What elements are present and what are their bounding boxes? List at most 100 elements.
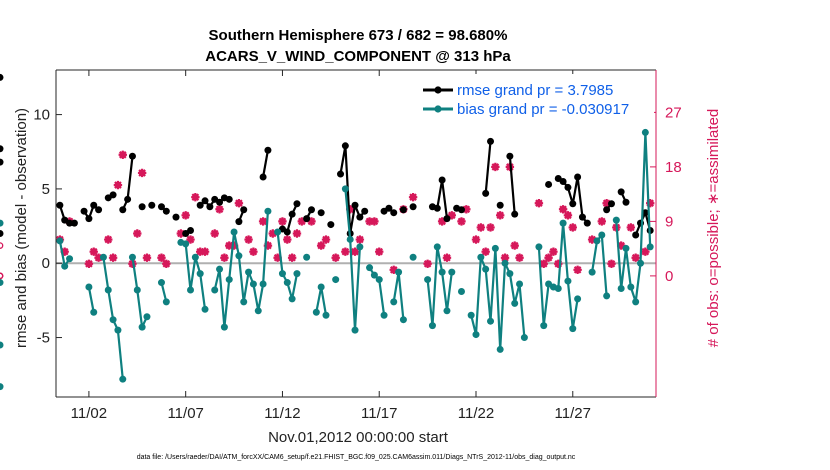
- obs-possible-marker: [0, 242, 4, 249]
- rmse-point: [240, 206, 248, 214]
- bias-line-segment: [615, 131, 652, 303]
- bias-point: [540, 322, 548, 330]
- obs-assimilated-marker: [554, 259, 563, 268]
- bias-point: [196, 270, 204, 278]
- obs-assimilated-marker: [447, 211, 457, 220]
- obs-assimilated-marker: [215, 205, 224, 214]
- rmse-point: [235, 218, 243, 226]
- rmse-point: [433, 204, 441, 212]
- axis-ticks: 11/02 11/07 11/12 11/17 11/22 11/27 -5 0 5 10 0 9 18…: [33, 70, 682, 422]
- obs-assimilated-marker: [471, 235, 481, 244]
- obs-assimilated-marker: [118, 150, 127, 159]
- y-axis-label: rmse and bias (model - observation): [13, 108, 30, 348]
- rmse-point: [187, 227, 195, 235]
- obs-assimilated-marker: [345, 205, 355, 214]
- obs-assimilated-marker: [573, 265, 582, 275]
- bias-point: [646, 243, 654, 251]
- bias-point: [622, 244, 630, 252]
- obs-assimilated-marker: [84, 259, 94, 268]
- rmse-point: [56, 201, 64, 209]
- rmse-point: [283, 228, 291, 236]
- bias-point: [235, 252, 243, 260]
- plot-background: [56, 70, 656, 397]
- rmse-point: [641, 209, 649, 217]
- y-tick-label: 10: [33, 107, 50, 124]
- obs-assimilated-marker: [476, 223, 486, 232]
- x-axis-label: Nov.01,2012 00:00:00 start: [268, 429, 449, 446]
- obs-assimilated-marker: [191, 192, 200, 202]
- obs-assimilated-marker: [597, 217, 607, 226]
- rmse-point: [506, 152, 514, 160]
- bias-point: [477, 253, 485, 261]
- bias-point: [216, 265, 224, 273]
- rmse-point: [443, 215, 451, 223]
- rmse-point: [511, 210, 519, 218]
- obs-assimilated-marker: [249, 247, 258, 256]
- rmse-line-segment: [484, 141, 492, 194]
- bias-point: [245, 268, 253, 276]
- bias-point: [472, 331, 480, 339]
- rmse-point: [85, 215, 93, 223]
- obs-assimilated-marker: [297, 217, 307, 226]
- bias-point: [61, 262, 69, 270]
- bias-point: [56, 237, 64, 245]
- obs-assimilated-marker: [568, 223, 577, 232]
- rmse-point: [288, 210, 296, 218]
- obs-assimilated-marker: [558, 205, 568, 214]
- rmse-point: [70, 219, 78, 227]
- rmse-point: [0, 230, 4, 237]
- rmse-point: [578, 213, 586, 221]
- rmse-point: [487, 137, 495, 145]
- y-right-tick-label: 27: [665, 104, 682, 121]
- rmse-point: [128, 152, 136, 160]
- bias-point: [0, 383, 4, 391]
- obs-assimilated-marker: [616, 241, 626, 250]
- bias-line-segment: [344, 188, 361, 332]
- bias-point: [119, 375, 127, 383]
- rmse-point: [361, 207, 369, 215]
- legend-bias-marker: [434, 105, 442, 113]
- rmse-point: [0, 145, 4, 153]
- obs-assimilated-marker: [133, 229, 142, 238]
- obs-assimilated-marker: [113, 180, 123, 190]
- y-right-tick-label: 18: [665, 159, 682, 176]
- y-right-tick-label: 0: [665, 268, 673, 285]
- bias-point: [0, 341, 4, 349]
- bias-point: [496, 345, 504, 353]
- obs-assimilated-marker: [225, 241, 234, 250]
- bias-point: [317, 283, 325, 291]
- rmse-point: [293, 200, 301, 208]
- bias-point: [351, 326, 359, 334]
- obs-assimilated-marker: [563, 211, 573, 220]
- rmse-point: [0, 73, 4, 81]
- rmse-point: [390, 209, 398, 217]
- rmse-point: [307, 206, 315, 214]
- bias-point: [99, 253, 107, 261]
- chart-subtitle: ACARS_V_WIND_COMPONENT @ 313 hPa: [205, 48, 511, 65]
- obs-assimilated-marker: [355, 235, 365, 244]
- y-tick-label: 0: [42, 255, 50, 272]
- rmse-point: [196, 201, 204, 209]
- rmse-point: [622, 198, 630, 206]
- rmse-point: [569, 200, 577, 208]
- rmse-point: [564, 183, 572, 191]
- bias-point: [0, 279, 4, 287]
- y-tick-label: -5: [37, 330, 50, 347]
- rmse-point: [90, 201, 98, 209]
- obs-assimilated-marker: [549, 247, 558, 256]
- bias-point: [424, 276, 432, 284]
- rmse-point: [327, 221, 335, 229]
- bias-point: [114, 326, 122, 334]
- obs-assimilated-marker: [94, 253, 103, 262]
- bias-point: [487, 317, 495, 325]
- rmse-point: [172, 213, 180, 221]
- obs-assimilated-marker: [486, 223, 495, 232]
- x-tick-label: 11/17: [361, 405, 397, 422]
- obs-assimilated-marker: [457, 217, 466, 226]
- y-axis-right-label: # of obs: o=possible; ∗=assimilated: [705, 109, 722, 348]
- obs-assimilated-marker: [539, 259, 548, 268]
- bias-point: [312, 308, 320, 316]
- x-tick-label: 11/12: [264, 405, 300, 422]
- obs-assimilated-marker: [350, 247, 360, 256]
